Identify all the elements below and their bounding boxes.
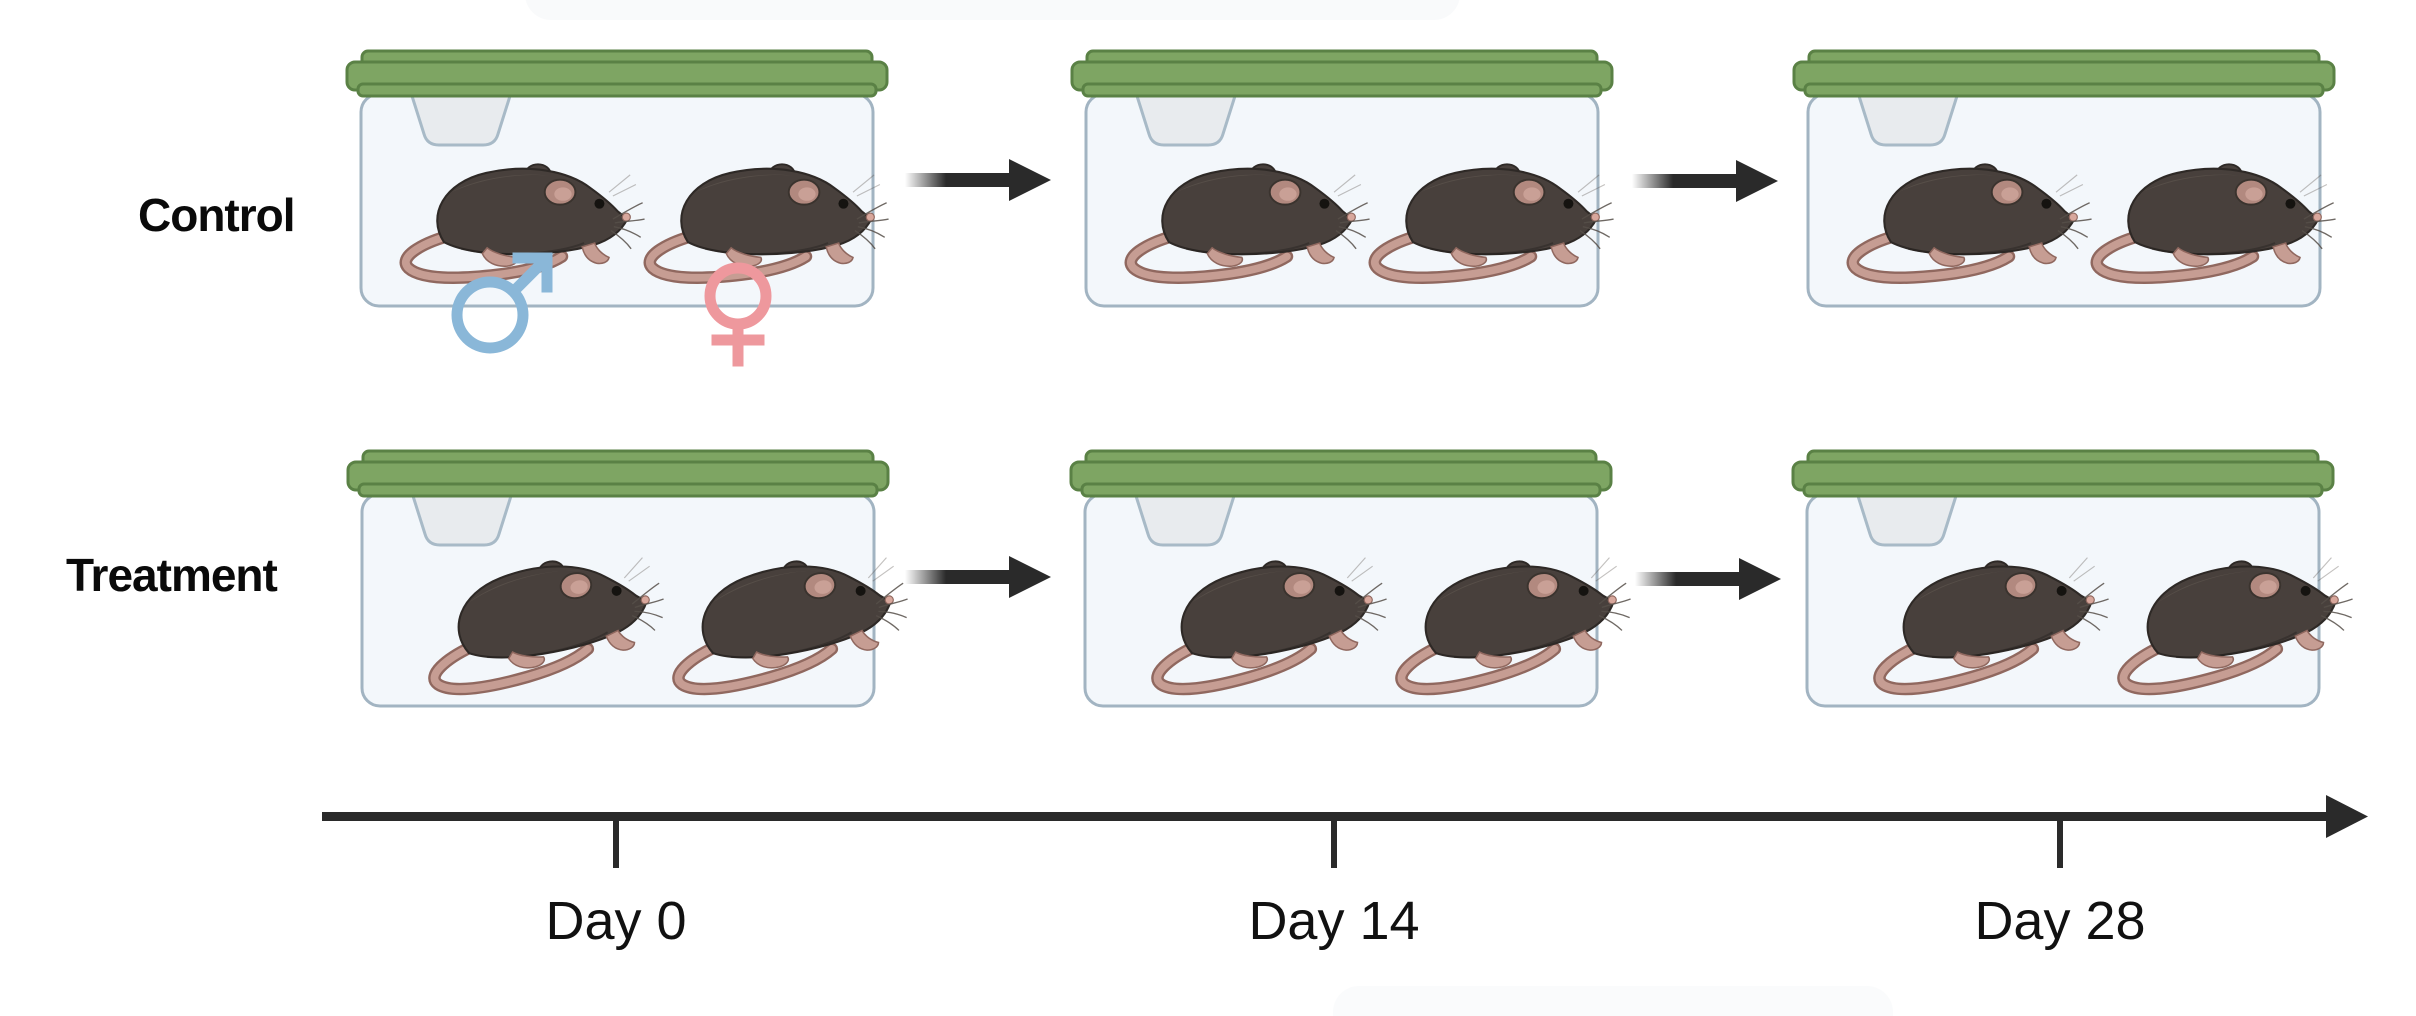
arrow-treatment-0-to-14-icon xyxy=(905,556,1051,598)
cage-treatment-day0 xyxy=(347,450,889,712)
group-label-control: Control xyxy=(138,189,296,241)
group-label-treatment: Treatment xyxy=(66,549,278,601)
female-symbol-icon xyxy=(704,262,772,367)
arrow-control-0-to-14-icon xyxy=(905,159,1051,201)
cage-control-day0 xyxy=(346,50,888,312)
arrow-control-14-to-28-icon xyxy=(1632,160,1778,202)
timeline-label-day28: Day 28 xyxy=(1974,891,2146,951)
arrow-treatment-14-to-28-icon xyxy=(1635,558,1781,600)
cropped-card-bottom xyxy=(1333,986,1893,1016)
timeline-label-day0: Day 0 xyxy=(545,891,687,951)
cage-control-day28 xyxy=(1793,50,2335,312)
cage-control-day14 xyxy=(1071,50,1613,312)
cage-treatment-day14 xyxy=(1070,450,1612,712)
cage-treatment-day28 xyxy=(1792,450,2334,712)
cropped-card-top xyxy=(525,0,1460,20)
male-symbol-icon xyxy=(451,252,553,354)
timeline-label-day14: Day 14 xyxy=(1248,891,1420,951)
timeline-axis xyxy=(322,795,2368,868)
